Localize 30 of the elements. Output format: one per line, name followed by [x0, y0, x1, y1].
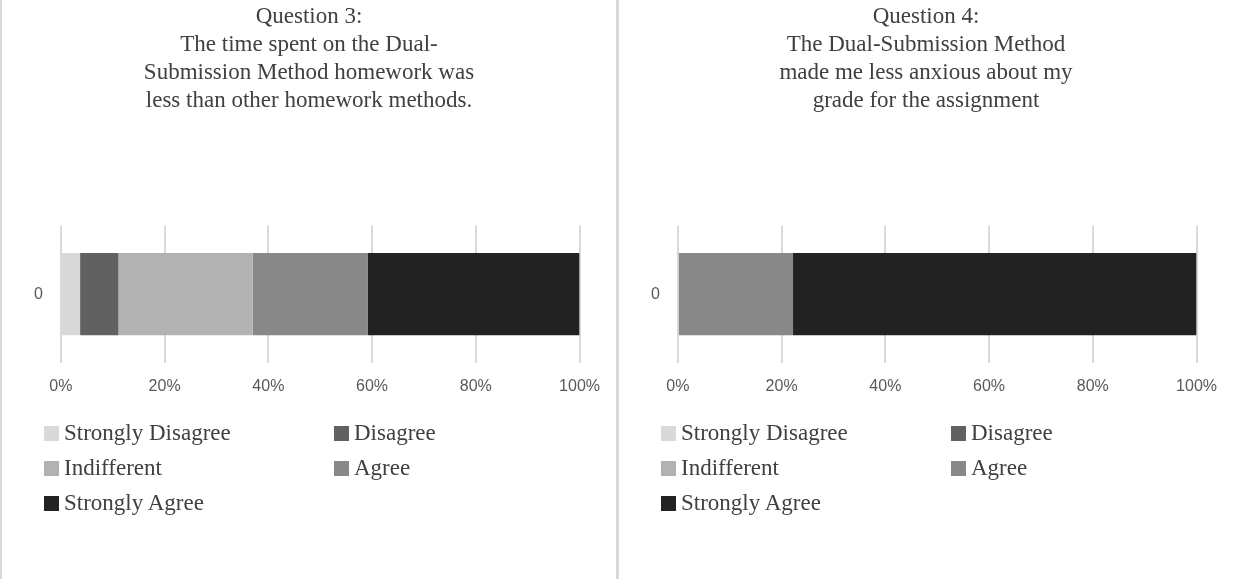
- legend-label: Strongly Agree: [64, 490, 204, 516]
- x-tick-label: 80%: [459, 376, 492, 394]
- bar: [252, 253, 368, 336]
- x-tick-label: 100%: [559, 376, 600, 394]
- x-tick-label: 20%: [765, 376, 798, 394]
- legend-label: Disagree: [354, 420, 436, 446]
- y-tick-label: 0: [650, 284, 660, 302]
- legend-label: Indifferent: [64, 455, 162, 481]
- chart-title: Question 4: The Dual-Submission Method made me less anxious about my grade for the assignment: [778, 2, 1074, 114]
- x-tick-label: 60%: [356, 376, 389, 394]
- x-tick-label: 100%: [1176, 376, 1217, 394]
- legend-label: Strongly Disagree: [681, 420, 848, 446]
- bar: [118, 253, 253, 336]
- x-tick-label: 40%: [869, 376, 902, 394]
- x-tick-label: 40%: [252, 376, 285, 394]
- x-tick-label: 0%: [666, 376, 690, 394]
- y-tick-label: 0: [33, 284, 43, 302]
- legend-label: Strongly Disagree: [64, 420, 231, 446]
- legend-label: Strongly Agree: [681, 490, 821, 516]
- legend-label: Agree: [354, 455, 411, 481]
- chart-title: Question 3: The time spent on the Dual- Submission Method homework was less than other homework methods.: [142, 2, 476, 114]
- x-tick-label: 80%: [1076, 376, 1109, 394]
- bar: [367, 253, 580, 336]
- x-tick-label: 0%: [49, 376, 73, 394]
- x-tick-label: 20%: [148, 376, 181, 394]
- legend-label: Disagree: [971, 420, 1053, 446]
- legend-label: Agree: [971, 455, 1028, 481]
- legend-label: Indifferent: [681, 455, 779, 481]
- bar: [80, 253, 119, 336]
- x-tick-label: 60%: [973, 376, 1006, 394]
